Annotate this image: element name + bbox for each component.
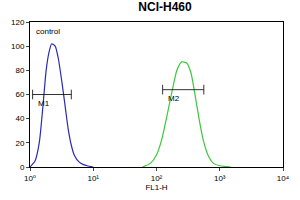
svg-text:40: 40: [15, 114, 24, 123]
svg-text:10²: 10²: [151, 174, 163, 183]
svg-text:10¹: 10¹: [87, 174, 99, 183]
svg-text:10⁴: 10⁴: [277, 174, 290, 183]
svg-text:FL1-H: FL1-H: [145, 183, 167, 192]
svg-text:10³: 10³: [214, 174, 226, 183]
svg-text:80: 80: [15, 66, 24, 75]
svg-text:M1: M1: [38, 99, 50, 108]
svg-text:60: 60: [15, 90, 24, 99]
svg-text:M2: M2: [168, 94, 180, 103]
svg-text:120: 120: [11, 18, 25, 27]
svg-text:100: 100: [11, 42, 25, 51]
svg-text:20: 20: [15, 139, 24, 148]
svg-text:0: 0: [20, 163, 25, 172]
svg-text:control: control: [36, 27, 60, 36]
svg-text:NCI-H460: NCI-H460: [138, 0, 192, 14]
svg-text:10⁰: 10⁰: [24, 174, 36, 183]
